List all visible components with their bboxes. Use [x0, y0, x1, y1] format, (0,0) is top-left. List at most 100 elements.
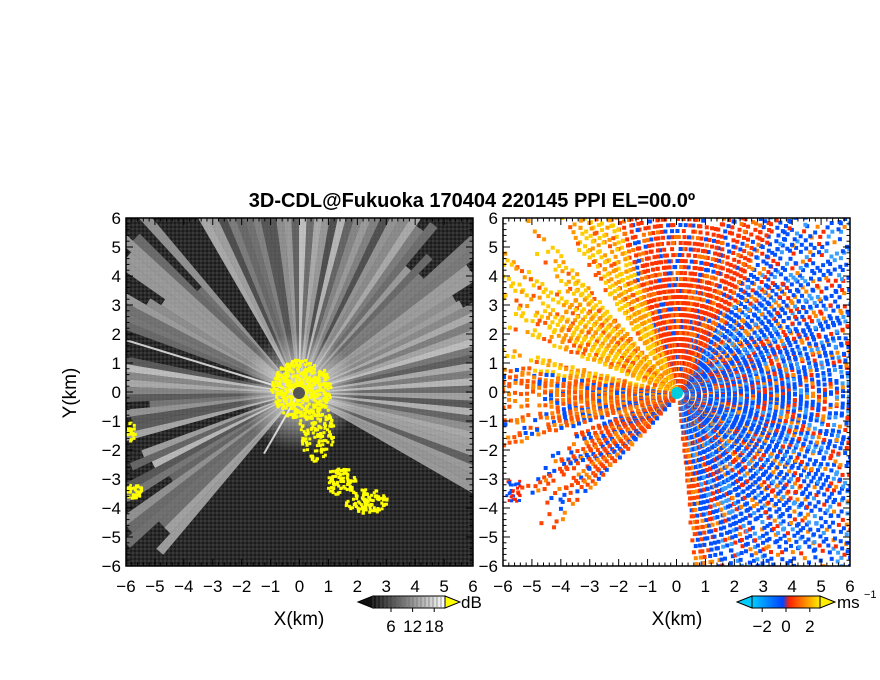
velocity-bin	[826, 259, 831, 264]
velocity-bin	[828, 316, 833, 321]
velocity-bin	[804, 400, 809, 405]
velocity-bin	[767, 377, 772, 382]
velocity-bin	[822, 399, 827, 404]
velocity-bin	[705, 454, 710, 459]
velocity-bin	[840, 268, 845, 273]
velocity-bin	[707, 566, 711, 570]
velocity-bin	[701, 512, 706, 517]
velocity-bin	[769, 323, 774, 328]
velocity-bin	[799, 551, 804, 556]
velocity-bin	[812, 663, 816, 667]
velocity-bin	[803, 515, 808, 520]
velocity-bin	[864, 371, 868, 375]
velocity-bin	[754, 502, 759, 507]
velocity-bin	[861, 568, 865, 572]
velocity-bin	[829, 491, 834, 496]
velocity-bin	[710, 584, 714, 588]
velocity-bin	[850, 448, 854, 452]
velocity-bin	[798, 388, 803, 393]
velocity-bin	[777, 472, 782, 477]
velocity-bin	[759, 319, 764, 324]
velocity-bin	[815, 440, 820, 445]
velocity-bin	[756, 388, 761, 393]
overflow-echo	[300, 424, 304, 428]
overflow-echo	[305, 443, 309, 447]
overflow-echo	[312, 403, 316, 407]
velocity-bin	[715, 521, 720, 526]
velocity-bin	[865, 308, 869, 312]
velocity-bin	[806, 483, 811, 488]
velocity-bin	[871, 345, 875, 349]
overflow-echo	[354, 479, 358, 483]
velocity-bin	[863, 203, 867, 207]
velocity-bin	[704, 603, 708, 607]
velocity-bin	[772, 307, 777, 312]
velocity-bin	[790, 266, 795, 271]
velocity-bin	[794, 245, 799, 250]
velocity-bin	[868, 334, 872, 338]
velocity-bin	[723, 518, 728, 523]
velocity-bin	[871, 194, 875, 198]
velocity-bin	[876, 416, 880, 420]
velocity-bin	[786, 406, 791, 411]
velocity-bin	[757, 293, 762, 298]
overflow-echo	[365, 498, 369, 502]
overflow-echo	[135, 490, 139, 494]
velocity-bin	[817, 321, 822, 326]
velocity-bin	[754, 412, 759, 417]
velocity-bin	[841, 314, 846, 319]
velocity-bin	[714, 669, 718, 673]
velocity-bin	[736, 552, 741, 557]
velocity-bin	[741, 482, 746, 487]
velocity-bin	[747, 587, 751, 591]
velocity-bin	[728, 503, 733, 508]
velocity-bin	[816, 350, 821, 355]
velocity-bin	[787, 479, 792, 484]
velocity-bin	[769, 472, 774, 477]
velocity-bin	[832, 240, 837, 245]
velocity-bin	[816, 332, 821, 337]
overflow-echo	[313, 375, 317, 379]
velocity-bin	[778, 489, 783, 494]
left-overflow-echoes	[126, 358, 389, 515]
velocity-bin	[795, 362, 800, 367]
velocity-bin	[838, 365, 843, 370]
velocity-bin	[693, 507, 698, 512]
velocity-bin	[852, 274, 856, 278]
velocity-bin	[852, 413, 856, 417]
velocity-bin	[768, 400, 773, 405]
velocity-bin	[875, 244, 879, 248]
overflow-echo	[365, 492, 369, 496]
velocity-bin	[765, 523, 770, 528]
velocity-bin	[858, 415, 862, 419]
velocity-bin	[845, 416, 850, 421]
velocity-bin	[824, 249, 829, 254]
overflow-echo	[317, 439, 321, 443]
velocity-bin	[722, 334, 727, 339]
velocity-bin	[779, 586, 783, 590]
overflow-echo	[283, 394, 287, 398]
y-tick-label: 1	[112, 354, 121, 373]
velocity-bin	[807, 444, 812, 449]
velocity-bin	[699, 512, 704, 517]
velocity-bin	[773, 568, 777, 572]
overflow-echo	[325, 417, 329, 421]
velocity-bin	[854, 351, 858, 355]
velocity-bin	[819, 445, 824, 450]
velocity-bin	[770, 610, 774, 614]
velocity-bin	[714, 463, 719, 468]
velocity-bin	[741, 489, 746, 494]
velocity-bin	[804, 522, 809, 527]
overflow-echo	[322, 397, 326, 401]
overflow-echo	[308, 437, 312, 441]
velocity-bin	[739, 563, 744, 566]
overflow-echo	[350, 488, 354, 492]
overflow-echo	[284, 392, 288, 396]
velocity-bin	[819, 524, 824, 529]
velocity-bin	[752, 558, 757, 563]
velocity-bin	[808, 365, 813, 370]
velocity-bin	[802, 229, 807, 234]
overflow-echo	[137, 490, 141, 494]
velocity-bin	[762, 386, 767, 391]
overflow-echo	[289, 407, 293, 411]
